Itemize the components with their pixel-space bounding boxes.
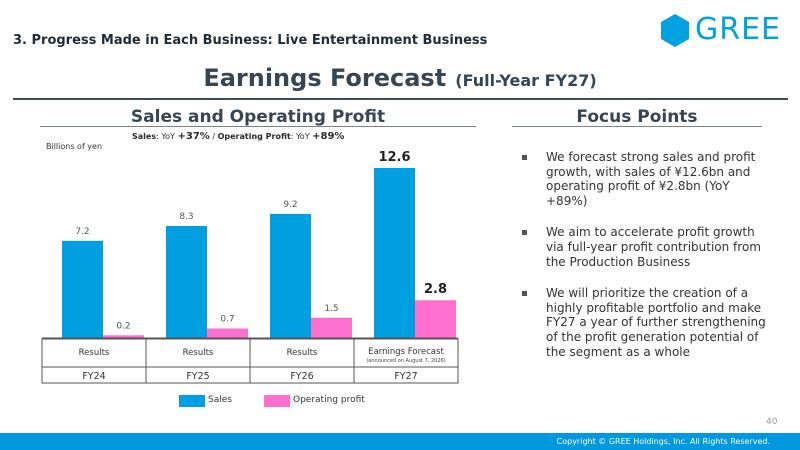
footer-bar bbox=[0, 433, 800, 450]
focus-point-text: We forecast strong sales and profit grow… bbox=[546, 150, 756, 208]
growth-note: Sales: YoY +37% / Operating Profit: YoY … bbox=[132, 131, 344, 142]
data-label-operating-profit-fy26: 1.5 bbox=[324, 304, 338, 314]
growth-yoy-1: : YoY bbox=[156, 132, 178, 141]
tick-label-x: FY24 bbox=[82, 371, 105, 382]
tick-label-x: FY27 bbox=[394, 371, 417, 382]
bar-sales-fy24 bbox=[62, 240, 103, 338]
data-label-sales-fy25: 8.3 bbox=[179, 212, 193, 222]
growth-yoy-2: : YoY bbox=[290, 132, 313, 141]
bar-operating-profit-fy26 bbox=[311, 317, 352, 338]
growth-op-label: Operating Profit bbox=[217, 132, 291, 141]
data-label-sales-fy27: 12.6 bbox=[378, 150, 410, 165]
category-sub-note: (announced on August 7, 2026) bbox=[366, 358, 445, 364]
focus-points-list: We forecast strong sales and profit grow… bbox=[522, 150, 772, 376]
focus-point-item: We will prioritize the creation of a hig… bbox=[522, 286, 772, 359]
data-label-sales-fy26: 9.2 bbox=[283, 200, 297, 210]
focus-point-item: We aim to accelerate profit growth via f… bbox=[522, 225, 772, 269]
growth-separator: / bbox=[209, 132, 218, 141]
category-sub-label: Results bbox=[287, 348, 318, 358]
bar-sales-fy27 bbox=[374, 168, 415, 338]
category-sub-label: Results bbox=[79, 348, 110, 358]
copyright: Copyright © GREE Holdings, Inc. All Righ… bbox=[556, 437, 770, 446]
page-title-main: Earnings Forecast bbox=[203, 64, 447, 92]
category-sub-label: Earnings Forecast bbox=[368, 347, 444, 357]
legend-swatch-operating-profit bbox=[264, 395, 290, 407]
title-divider bbox=[13, 98, 788, 100]
focus-point-text: We aim to accelerate profit growth via f… bbox=[546, 225, 761, 269]
page-number: 40 bbox=[766, 417, 778, 427]
data-label-operating-profit-fy27: 2.8 bbox=[424, 282, 447, 297]
bar-operating-profit-fy24 bbox=[103, 335, 144, 338]
growth-sales-label: Sales bbox=[132, 132, 157, 141]
focus-panel-divider bbox=[512, 126, 762, 127]
bullet-square-icon bbox=[522, 291, 527, 297]
tick-label-x: FY25 bbox=[186, 371, 209, 382]
page-title: Earnings Forecast (Full-Year FY27) bbox=[0, 64, 800, 92]
bar-sales-fy25 bbox=[166, 226, 207, 338]
focus-panel-heading: Focus Points bbox=[576, 107, 698, 127]
chart-panel-heading: Sales and Operating Profit bbox=[130, 107, 386, 127]
category-sub-label: Results bbox=[183, 348, 214, 358]
tick-label-x: FY26 bbox=[290, 371, 313, 382]
unit-label: Billions of yen bbox=[46, 142, 103, 151]
bar-operating-profit-fy27 bbox=[415, 300, 456, 338]
data-label-operating-profit-fy24: 0.2 bbox=[116, 321, 130, 331]
legend-label-sales: Sales bbox=[208, 395, 232, 405]
focus-point-text: We will prioritize the creation of a hig… bbox=[546, 286, 766, 359]
data-label-sales-fy24: 7.2 bbox=[75, 227, 89, 237]
focus-point-item: We forecast strong sales and profit grow… bbox=[522, 150, 772, 208]
category-year-cell bbox=[353, 366, 459, 384]
hexagon-logo-icon bbox=[661, 14, 689, 47]
bar-operating-profit-fy25 bbox=[207, 328, 248, 338]
bar-sales-fy26 bbox=[270, 213, 311, 338]
chart-panel-divider bbox=[40, 126, 476, 127]
gree-logo: GREE bbox=[660, 12, 782, 47]
legend-swatch-sales bbox=[179, 395, 205, 407]
bullet-square-icon bbox=[522, 230, 527, 236]
growth-sales-pct: +37% bbox=[177, 131, 210, 142]
data-label-operating-profit-fy25: 0.7 bbox=[220, 315, 234, 325]
growth-op-pct: +89% bbox=[312, 131, 345, 142]
bullet-square-icon bbox=[522, 155, 527, 160]
logo-text: GREE bbox=[695, 12, 782, 47]
section-title: 3. Progress Made in Each Business: Live … bbox=[13, 33, 488, 48]
legend-label-operating-profit: Operating profit bbox=[293, 395, 365, 405]
page-title-sub: (Full-Year FY27) bbox=[455, 71, 597, 90]
